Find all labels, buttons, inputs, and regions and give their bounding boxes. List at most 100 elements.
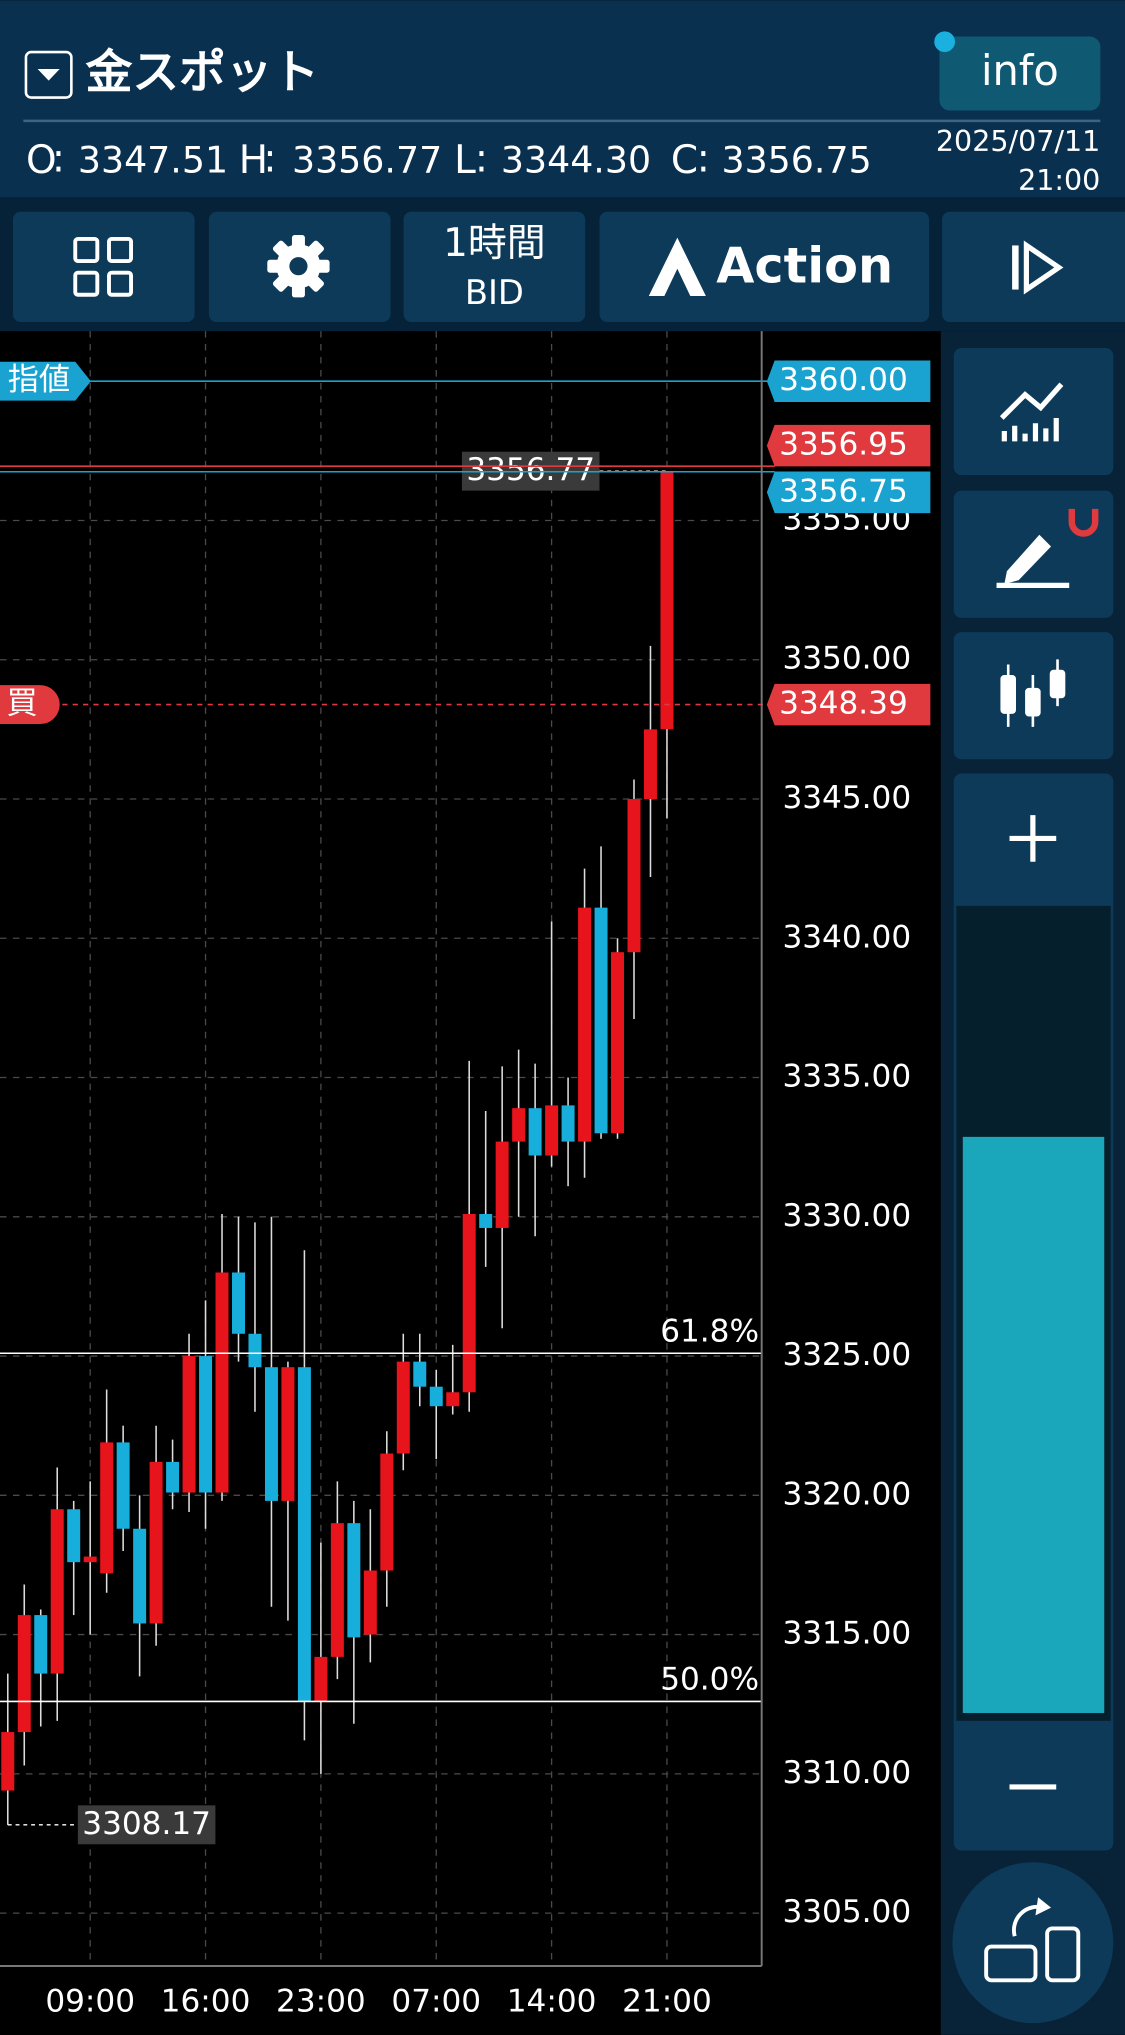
zoom-in[interactable] bbox=[1009, 815, 1057, 862]
y-tick-label: 3305.00 bbox=[782, 1894, 911, 1930]
ohlc-value: 3356.75 bbox=[721, 138, 871, 181]
candle-body bbox=[347, 1523, 361, 1638]
candle-body bbox=[545, 1105, 559, 1156]
magnet-icon bbox=[1068, 508, 1099, 537]
pencil-icon bbox=[1004, 534, 1052, 585]
action-button[interactable]: Action bbox=[599, 211, 930, 322]
high-label: 3356.77 bbox=[466, 452, 595, 488]
indicator-button[interactable] bbox=[953, 347, 1114, 476]
candle-body bbox=[281, 1367, 295, 1501]
candle-body bbox=[330, 1523, 344, 1657]
candle-body bbox=[429, 1386, 443, 1407]
y-tick-label: 3345.00 bbox=[782, 780, 911, 816]
draw-button[interactable] bbox=[953, 490, 1114, 618]
ohlc-label: H bbox=[239, 138, 268, 183]
layout-icon bbox=[73, 237, 100, 263]
chart-type-button[interactable] bbox=[953, 632, 1114, 760]
timeframe-button[interactable]: 1時間 BID bbox=[403, 211, 586, 322]
forward-button-bg[interactable] bbox=[942, 211, 1125, 322]
candle-body bbox=[643, 729, 657, 800]
price-tag-bg bbox=[766, 360, 931, 402]
y-tick-label: 3325.00 bbox=[782, 1337, 911, 1373]
candle-body bbox=[83, 1556, 97, 1563]
ohlc-separator: : bbox=[697, 137, 710, 182]
rotate-icon bbox=[1035, 1897, 1052, 1916]
rotate-button[interactable] bbox=[952, 1862, 1114, 2024]
candle-body bbox=[396, 1361, 410, 1454]
ohlc-separator: : bbox=[52, 137, 65, 182]
y-tick-label: 3310.00 bbox=[782, 1755, 911, 1791]
y-tick-label: 3330.00 bbox=[782, 1198, 911, 1234]
candle-icon bbox=[1049, 669, 1066, 699]
y-tick-label: 3340.00 bbox=[782, 919, 911, 955]
settings-button[interactable] bbox=[208, 211, 391, 322]
indicator-icon bbox=[1001, 418, 1059, 442]
low-label-bg bbox=[77, 1805, 216, 1845]
timeframe-button-bg[interactable] bbox=[403, 211, 586, 322]
candle-body bbox=[297, 1367, 311, 1702]
forward-button[interactable] bbox=[942, 211, 1125, 322]
candle-body bbox=[199, 1356, 213, 1493]
action-label: Action bbox=[716, 236, 893, 294]
indicator-button-bg[interactable] bbox=[953, 347, 1114, 476]
info-label: info bbox=[981, 46, 1059, 95]
x-tick-label: 09:00 bbox=[45, 1983, 135, 2019]
order-tag-label: 指値 bbox=[8, 362, 70, 398]
order-tag-bg bbox=[0, 685, 60, 725]
low-label: 3308.17 bbox=[82, 1806, 211, 1842]
y-tick-label: 3320.00 bbox=[782, 1476, 911, 1512]
ohlc-row: O: 3347.51 H: 3356.77 L:3344.30 C: 3356.75 bbox=[26, 137, 872, 183]
candle-body bbox=[479, 1214, 493, 1228]
candle-body bbox=[446, 1392, 460, 1407]
candles bbox=[1, 471, 674, 1825]
layout-icon bbox=[107, 270, 134, 297]
price-tag-label: 3348.39 bbox=[779, 686, 908, 722]
layout-button-bg[interactable] bbox=[12, 211, 195, 322]
layout-button[interactable] bbox=[12, 211, 195, 322]
symbol-name: 金スポット bbox=[85, 46, 320, 100]
ohlc-separator: : bbox=[263, 137, 276, 182]
action-button-bg[interactable] bbox=[599, 211, 930, 322]
candle-body bbox=[166, 1461, 180, 1493]
candle-body bbox=[363, 1570, 377, 1635]
candle-body bbox=[512, 1108, 526, 1142]
candle-body bbox=[627, 799, 641, 953]
dropdown-arrow bbox=[37, 68, 60, 81]
symbol-selector[interactable]: 金スポット bbox=[24, 46, 320, 100]
zoom-thumb[interactable] bbox=[962, 1136, 1105, 1714]
axes: 3305.00 3310.00 3315.00 3320.00 3325.00 3330.… bbox=[45, 501, 911, 2019]
price-type: BID bbox=[465, 273, 524, 312]
order-tag: 指値 bbox=[0, 361, 91, 401]
info-button[interactable]: info bbox=[934, 31, 1101, 111]
info-dot bbox=[934, 31, 956, 53]
price-tag: 3360.00 bbox=[766, 360, 931, 402]
ohlc-label: O bbox=[26, 138, 57, 183]
x-tick-label: 07:00 bbox=[391, 1983, 481, 2019]
candle-body bbox=[561, 1105, 575, 1142]
candle-body bbox=[528, 1108, 542, 1156]
layout-icon bbox=[73, 270, 100, 297]
rotate-button-bg[interactable] bbox=[952, 1862, 1114, 2024]
dropdown-box[interactable] bbox=[24, 50, 73, 99]
order-tag: 買 bbox=[0, 685, 60, 725]
candle-body bbox=[462, 1214, 476, 1393]
candle-body bbox=[215, 1272, 229, 1493]
x-tick-label: 23:00 bbox=[276, 1983, 366, 2019]
forward-arrow bbox=[1023, 240, 1064, 295]
order-tag-bg bbox=[0, 361, 91, 401]
info-button-bg[interactable] bbox=[939, 36, 1101, 111]
price-tag-bg bbox=[766, 424, 931, 467]
header-bar bbox=[0, 0, 1125, 198]
candle-body bbox=[17, 1615, 31, 1733]
action-icon bbox=[648, 237, 706, 297]
forward-bar bbox=[1012, 245, 1019, 290]
candle-body bbox=[232, 1272, 245, 1334]
indicator-icon bbox=[999, 382, 1064, 420]
order-tag-label: 買 bbox=[6, 686, 37, 722]
rotate-icon bbox=[984, 1944, 1038, 1983]
candle-icon bbox=[1000, 674, 1017, 714]
ohlc-separator: : bbox=[475, 137, 488, 182]
